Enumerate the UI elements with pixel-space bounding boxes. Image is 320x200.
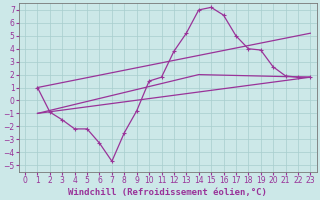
X-axis label: Windchill (Refroidissement éolien,°C): Windchill (Refroidissement éolien,°C) [68, 188, 267, 197]
